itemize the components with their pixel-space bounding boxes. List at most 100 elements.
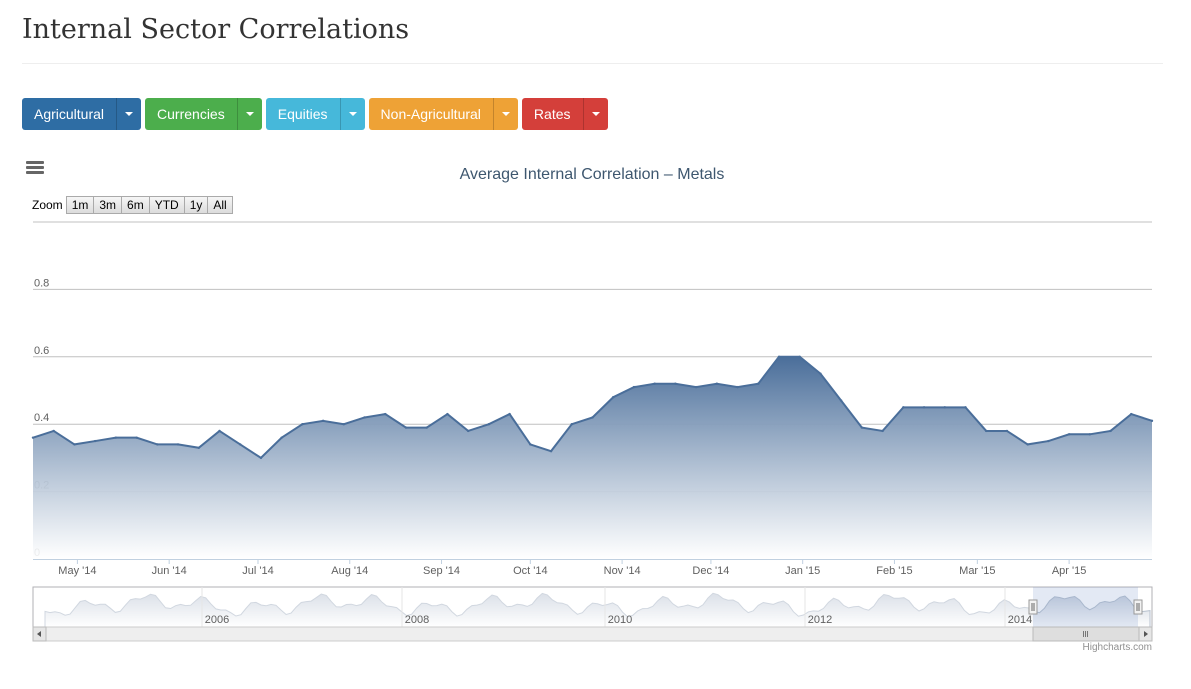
x-tick-label: Mar '15 (959, 565, 995, 577)
zoom-button-all[interactable]: All (207, 196, 233, 214)
data-point (425, 426, 428, 429)
navigator-handle[interactable] (1028, 599, 1038, 615)
x-tick-label: May '14 (58, 565, 96, 577)
data-point (73, 443, 76, 446)
navigator-year-label: 2014 (1008, 614, 1032, 626)
data-point (321, 419, 325, 423)
sector-button-label[interactable]: Currencies (157, 106, 225, 122)
caret-down-icon (501, 112, 510, 116)
navigator-series (44, 592, 1151, 628)
data-point (985, 429, 988, 433)
data-point (1005, 429, 1009, 433)
data-point (1150, 419, 1154, 423)
zoom-button-1y[interactable]: 1y (183, 196, 209, 214)
sector-button-agricultural[interactable]: Agricultural (22, 98, 142, 130)
x-tick-label: Nov '14 (604, 565, 641, 577)
data-point (363, 416, 366, 419)
data-point (757, 382, 760, 385)
data-point (632, 385, 636, 389)
sector-button-currencies[interactable]: Currencies (145, 98, 262, 130)
data-point (508, 412, 511, 416)
scrollbar-thumb[interactable] (1032, 626, 1145, 642)
data-point (798, 355, 801, 358)
data-point (176, 443, 180, 446)
zoom-label: Zoom (32, 198, 63, 212)
sector-button-label[interactable]: Rates (533, 106, 571, 122)
zoom-button-6m[interactable]: 6m (121, 196, 150, 214)
navigator-year-label: 2010 (608, 614, 632, 626)
dropdown-toggle[interactable] (116, 98, 141, 130)
data-point (902, 406, 905, 409)
sector-button-label[interactable]: Non-Agricultural (380, 106, 481, 122)
sector-button-label[interactable]: Equities (277, 106, 328, 122)
navigator-handle[interactable] (1133, 599, 1143, 615)
dropdown-toggle[interactable] (236, 98, 262, 130)
data-point (881, 429, 884, 433)
data-point (218, 429, 221, 433)
x-tick-label: Feb '15 (876, 565, 912, 577)
sector-button-label[interactable]: Agricultural (34, 106, 105, 122)
y-tick-label: 0.4 (34, 412, 49, 424)
zoom-button-1m[interactable]: 1m (65, 196, 95, 214)
data-point (135, 436, 138, 439)
sector-button-equities[interactable]: Equities (265, 98, 365, 130)
data-point (466, 429, 470, 433)
series-area (33, 356, 1152, 559)
data-point (549, 449, 553, 453)
navigator-year-label: 2012 (808, 614, 832, 626)
x-tick-label: Jan '15 (785, 565, 820, 577)
data-point (487, 423, 491, 426)
range-selector: Zoom 1m 3m 6m YTD 1y All (32, 196, 233, 214)
x-tick-label: Dec '14 (692, 565, 729, 577)
zoom-button-ytd[interactable]: YTD (148, 196, 185, 214)
data-point (301, 423, 304, 426)
dropdown-toggle[interactable] (582, 98, 608, 130)
title-divider (22, 63, 1163, 64)
highcharts-credits-link[interactable]: Highcharts.com (1082, 642, 1152, 653)
data-point (1109, 429, 1112, 433)
data-point (1047, 439, 1050, 443)
data-point (612, 396, 615, 399)
data-point (653, 382, 656, 385)
caret-down-icon (348, 112, 357, 116)
data-point (280, 436, 283, 439)
x-tick-label: Jun '14 (152, 565, 187, 577)
caret-down-icon (591, 112, 600, 116)
data-point (570, 423, 573, 426)
x-tick-label: Apr '15 (1052, 565, 1087, 577)
page-title: Internal Sector Correlations (22, 14, 410, 45)
caret-down-icon (125, 112, 134, 116)
navigator-selection (1033, 587, 1138, 627)
data-point (943, 406, 946, 409)
navigator-year-label: 2008 (405, 614, 429, 626)
data-point (52, 429, 55, 433)
data-point (839, 399, 843, 402)
data-point (114, 436, 118, 439)
data-point (197, 446, 200, 449)
arrow-left-icon (37, 631, 41, 637)
handle-body (1028, 599, 1038, 615)
sector-button-rates[interactable]: Rates (521, 98, 608, 130)
data-point (156, 443, 159, 446)
handle-body (1133, 599, 1143, 615)
navigator-mask-left (34, 588, 1033, 627)
dropdown-toggle[interactable] (492, 98, 518, 130)
caret-down-icon (245, 112, 254, 116)
zoom-button-3m[interactable]: 3m (93, 196, 123, 214)
y-tick-label: 0.6 (34, 345, 49, 357)
data-point (591, 416, 594, 419)
x-tick-label: Aug '14 (331, 565, 368, 577)
sector-button-non-agricultural[interactable]: Non-Agricultural (368, 98, 518, 130)
data-point (736, 385, 739, 389)
data-point (1130, 412, 1133, 416)
data-point (860, 426, 864, 429)
data-point (446, 412, 449, 416)
data-point (777, 355, 781, 358)
hamburger-menu-icon[interactable] (26, 161, 44, 175)
dropdown-toggle[interactable] (339, 98, 365, 130)
data-point (1026, 443, 1029, 446)
scrollbar-track[interactable] (32, 626, 1153, 642)
x-tick-label: Oct '14 (513, 565, 548, 577)
